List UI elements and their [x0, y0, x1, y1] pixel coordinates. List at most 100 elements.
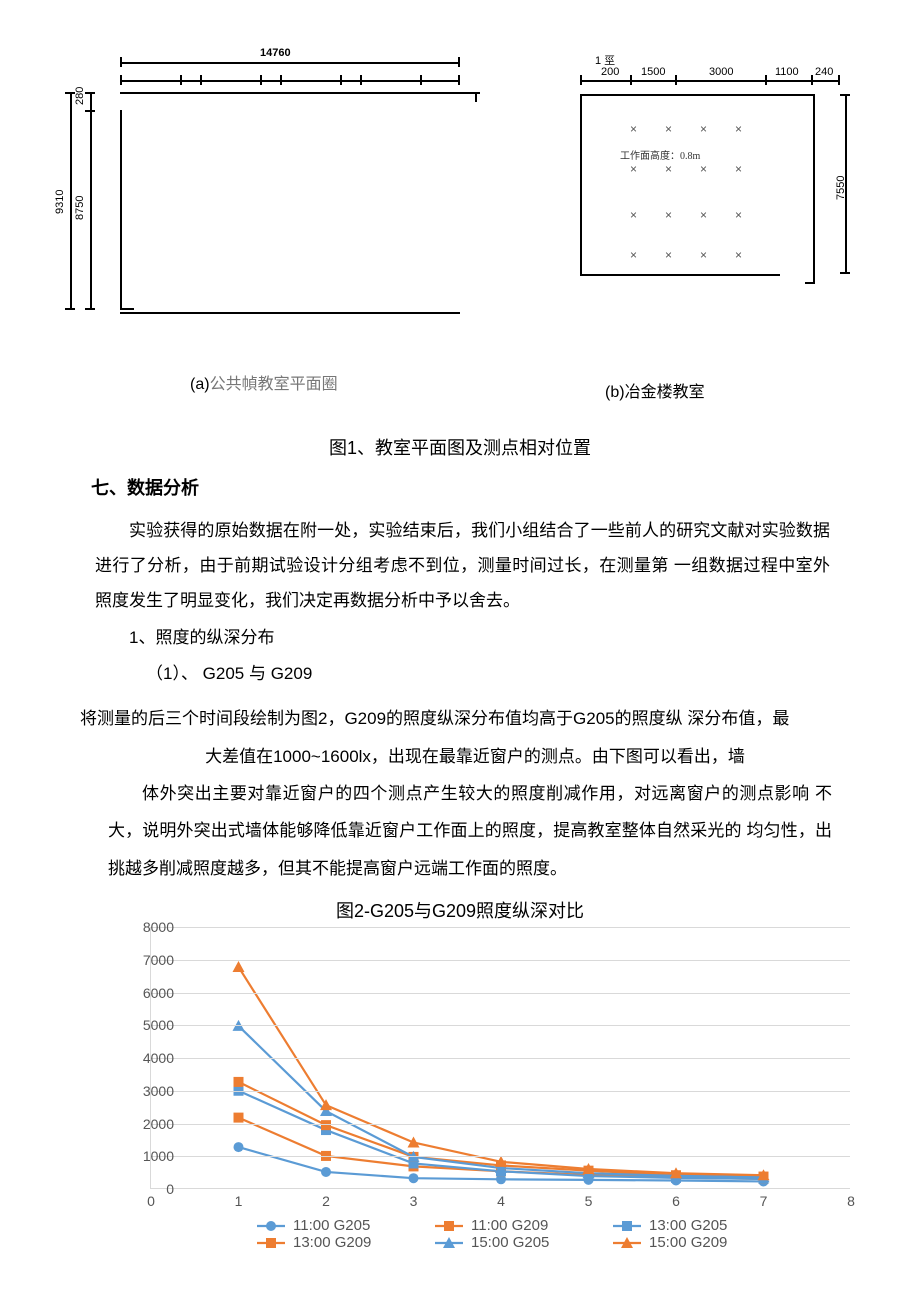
dim-value: 14760	[260, 47, 291, 59]
dim-tick	[675, 75, 677, 85]
dim-tick	[65, 308, 75, 310]
work-surface-label: 工作面高度：0.8m	[620, 147, 700, 162]
x-tick-label: 8	[847, 1193, 855, 1209]
dim-value: 8750	[74, 196, 86, 220]
legend-marker	[613, 1219, 641, 1233]
legend-item: 13:00 G209	[257, 1234, 387, 1251]
gridline	[151, 1156, 850, 1157]
legend-item: 13:00 G205	[613, 1217, 743, 1234]
measurement-point	[700, 162, 707, 176]
figure1-title: 图1、教室平面图及测点相对位置	[0, 434, 920, 460]
dim-tick	[120, 57, 122, 67]
gridline	[151, 1025, 850, 1026]
paragraph-2-rest: 体外突出主要对靠近窗户的四个测点产生较大的照度削减作用，对远离窗户的测点影响 不…	[80, 775, 870, 887]
figure2-title: 图2-G205与G209照度纵深对比	[0, 897, 920, 923]
legend-label: 15:00 G209	[649, 1234, 727, 1251]
gridline	[151, 1091, 850, 1092]
dim-tick	[580, 75, 582, 85]
legend-item: 15:00 G209	[613, 1234, 743, 1251]
dim-tick	[838, 75, 840, 85]
dim-line	[90, 92, 92, 310]
data-marker	[234, 1077, 244, 1087]
data-marker	[408, 1137, 420, 1148]
legend-label: 13:00 G205	[649, 1217, 727, 1234]
dim-tick	[458, 75, 460, 85]
measurement-point	[700, 208, 707, 222]
dim-tick	[765, 75, 767, 85]
paragraph-2-line2: 大差值在1000~1600lx，出现在最靠近窗户的测点。由下图可以看出，墙	[80, 738, 870, 775]
measurement-point	[630, 248, 637, 262]
dim-value: 7550	[835, 176, 847, 200]
subheading-2: （1）、 G205 与 G209	[95, 657, 830, 692]
x-tick-label: 4	[497, 1193, 505, 1209]
plan-b: 1 巠 200 1500 3000 1100 240 7550 工作面高度：0.…	[495, 50, 865, 310]
figure1: 14760 9310 8750 280	[0, 50, 920, 370]
body-text: 七、数据分析 实验获得的原始数据在附一处，实验结束后，我们小组结合了一些前人的研…	[0, 460, 920, 700]
dim-tick	[280, 75, 282, 85]
section-heading: 七、数据分析	[91, 474, 830, 500]
data-marker	[233, 961, 245, 972]
dim-tick	[85, 110, 95, 112]
dim-value: 240	[815, 66, 833, 78]
paragraph-2-line1: 将测量的后三个时间段绘制为图2，G209的照度纵深分布值均高于G205的照度纵 …	[80, 700, 870, 737]
data-marker	[234, 1113, 244, 1123]
legend-marker	[435, 1219, 463, 1233]
dim-tick	[811, 75, 813, 85]
data-marker	[320, 1099, 332, 1110]
dim-tick	[630, 75, 632, 85]
measurement-point	[735, 208, 742, 222]
gridline	[151, 993, 850, 994]
y-tick-label: 8000	[143, 919, 174, 935]
data-marker	[409, 1173, 419, 1183]
caption-b-prefix: (b)	[605, 384, 625, 401]
dim-value: 3000	[709, 66, 733, 78]
x-tick-label: 0	[147, 1193, 155, 1209]
measurement-point	[700, 122, 707, 136]
y-tick-label: 4000	[143, 1050, 174, 1066]
dim-tick	[458, 57, 460, 67]
legend-label: 13:00 G209	[293, 1234, 371, 1251]
data-marker	[234, 1142, 244, 1152]
dim-tick	[200, 75, 202, 85]
dim-value: 1500	[641, 66, 665, 78]
wall	[580, 94, 810, 96]
x-tick-label: 3	[410, 1193, 418, 1209]
figure1-captions: (a)公共幀教室平面圈 (b)冶金楼教室	[0, 370, 920, 430]
y-tick-label: 6000	[143, 985, 174, 1001]
wall	[120, 92, 480, 96]
dim-value: 200	[601, 66, 619, 78]
legend-marker	[435, 1236, 463, 1250]
measurement-point	[735, 122, 742, 136]
dim-tick	[340, 75, 342, 85]
measurement-point	[665, 162, 672, 176]
x-tick-label: 2	[322, 1193, 330, 1209]
series-line	[239, 967, 764, 1175]
dim-line	[580, 80, 840, 82]
y-tick-label: 3000	[143, 1083, 174, 1099]
legend-label: 11:00 G205	[293, 1217, 370, 1234]
page: 14760 9310 8750 280	[0, 50, 920, 1251]
dim-tick	[840, 94, 850, 96]
measurement-point	[665, 208, 672, 222]
x-tick-label: 1	[235, 1193, 243, 1209]
dim-tick	[260, 75, 262, 85]
dim-tick	[85, 92, 95, 94]
measurement-point	[630, 162, 637, 176]
x-tick-label: 6	[672, 1193, 680, 1209]
paragraph-2: 将测量的后三个时间段绘制为图2，G209的照度纵深分布值均高于G205的照度纵 …	[0, 700, 920, 887]
dim-line	[70, 92, 72, 310]
plot-area: 0100020003000400050006000700080000123456…	[150, 927, 850, 1189]
y-tick-label: 2000	[143, 1116, 174, 1132]
dim-tick	[120, 75, 122, 85]
y-tick-label: 0	[166, 1181, 174, 1197]
dim-tick	[180, 75, 182, 85]
measurement-point	[630, 208, 637, 222]
dim-line	[120, 80, 460, 82]
legend-marker	[257, 1219, 285, 1233]
dim-tick	[85, 308, 95, 310]
caption-a-text: 公共幀教室平面圈	[210, 376, 338, 393]
caption-b: (b)冶金楼教室	[605, 378, 705, 402]
caption-b-text: 冶金楼教室	[625, 384, 705, 401]
x-tick-label: 5	[585, 1193, 593, 1209]
wall	[580, 274, 780, 276]
